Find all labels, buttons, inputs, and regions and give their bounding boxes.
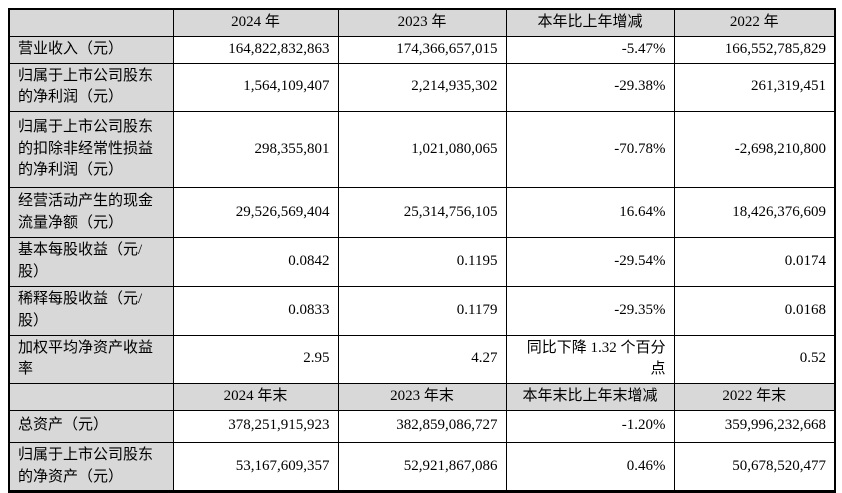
cell-2024: 298,355,801 (172, 111, 339, 188)
cell-2024: 0.0833 (172, 286, 339, 336)
header-year-2022: 2022 年 (673, 8, 836, 37)
row-net-profit-excl-nonrecurring: 归属于上市公司股东的扣除非经常性损益的净利润（元） 298,355,801 1,… (8, 111, 836, 188)
row-weighted-avg-roe: 加权平均净资产收益率 2.95 4.27 同比下降 1.32 个百分点 0.52 (8, 334, 836, 384)
header-blank-cell (8, 8, 174, 37)
cell-2022: 0.52 (673, 334, 836, 384)
row-operating-revenue: 营业收入（元） 164,822,832,863 174,366,657,015 … (8, 35, 836, 64)
row-net-assets-attributable: 归属于上市公司股东的净资产（元） 53,167,609,357 52,921,8… (8, 441, 836, 493)
cell-2023: 382,859,086,727 (337, 409, 507, 443)
cell-2024: 53,167,609,357 (172, 441, 339, 493)
cell-2023: 25,314,756,105 (337, 187, 507, 238)
row-operating-cash-flow-label: 经营活动产生的现金流量净额（元） (8, 187, 174, 238)
cell-2024: 378,251,915,923 (172, 409, 339, 443)
yearend-header-row: 2024 年末 2023 年末 本年末比上年末增减 2022 年末 (8, 383, 836, 411)
cell-2022: 18,426,376,609 (673, 187, 836, 238)
financial-summary-table: 2024 年 2023 年 本年比上年增减 2022 年 营业收入（元） 164… (8, 8, 836, 493)
header-yearend-2024: 2024 年末 (172, 383, 339, 411)
row-net-profit-attributable-label: 归属于上市公司股东的净利润（元） (8, 62, 174, 112)
cell-change: -1.20% (505, 409, 675, 443)
header-year-2023: 2023 年 (337, 8, 507, 37)
cell-2024: 1,564,109,407 (172, 62, 339, 112)
cell-change: -29.35% (505, 286, 675, 336)
row-operating-revenue-label: 营业收入（元） (8, 35, 174, 64)
header-year-2024: 2024 年 (172, 8, 339, 37)
row-operating-cash-flow: 经营活动产生的现金流量净额（元） 29,526,569,404 25,314,7… (8, 187, 836, 238)
cell-2023: 4.27 (337, 334, 507, 384)
row-net-assets-attributable-label: 归属于上市公司股东的净资产（元） (8, 441, 174, 493)
annual-header-row: 2024 年 2023 年 本年比上年增减 2022 年 (8, 8, 836, 37)
header-yoy-change: 本年比上年增减 (505, 8, 675, 37)
row-weighted-avg-roe-label: 加权平均净资产收益率 (8, 334, 174, 384)
cell-2024: 29,526,569,404 (172, 187, 339, 238)
cell-change: 0.46% (505, 441, 675, 493)
cell-2023: 0.1179 (337, 286, 507, 336)
cell-change: -5.47% (505, 35, 675, 64)
cell-2022: 261,319,451 (673, 62, 836, 112)
row-total-assets-label: 总资产（元） (8, 409, 174, 443)
header-blank-cell (8, 383, 174, 411)
cell-2023: 174,366,657,015 (337, 35, 507, 64)
row-net-profit-excl-nonrecurring-label: 归属于上市公司股东的扣除非经常性损益的净利润（元） (8, 111, 174, 188)
cell-2024: 2.95 (172, 334, 339, 384)
header-yearend-2023: 2023 年末 (337, 383, 507, 411)
row-diluted-eps: 稀释每股收益（元/股） 0.0833 0.1179 -29.35% 0.0168 (8, 286, 836, 336)
cell-2023: 52,921,867,086 (337, 441, 507, 493)
row-basic-eps-label: 基本每股收益（元/股） (8, 237, 174, 287)
header-yearend-2022: 2022 年末 (673, 383, 836, 411)
cell-2022: -2,698,210,800 (673, 111, 836, 188)
cell-2022: 0.0168 (673, 286, 836, 336)
cell-change: -70.78% (505, 111, 675, 188)
cell-change: 同比下降 1.32 个百分点 (505, 334, 675, 384)
header-yearend-change: 本年末比上年末增减 (505, 383, 675, 411)
row-diluted-eps-label: 稀释每股收益（元/股） (8, 286, 174, 336)
cell-2022: 50,678,520,477 (673, 441, 836, 493)
cell-2022: 166,552,785,829 (673, 35, 836, 64)
cell-change: 16.64% (505, 187, 675, 238)
cell-2024: 0.0842 (172, 237, 339, 287)
row-net-profit-attributable: 归属于上市公司股东的净利润（元） 1,564,109,407 2,214,935… (8, 62, 836, 112)
cell-2023: 0.1195 (337, 237, 507, 287)
cell-2022: 359,996,232,668 (673, 409, 836, 443)
cell-2022: 0.0174 (673, 237, 836, 287)
cell-change: -29.54% (505, 237, 675, 287)
cell-2023: 1,021,080,065 (337, 111, 507, 188)
cell-2024: 164,822,832,863 (172, 35, 339, 64)
row-total-assets: 总资产（元） 378,251,915,923 382,859,086,727 -… (8, 409, 836, 443)
cell-change: -29.38% (505, 62, 675, 112)
row-basic-eps: 基本每股收益（元/股） 0.0842 0.1195 -29.54% 0.0174 (8, 237, 836, 287)
cell-2023: 2,214,935,302 (337, 62, 507, 112)
